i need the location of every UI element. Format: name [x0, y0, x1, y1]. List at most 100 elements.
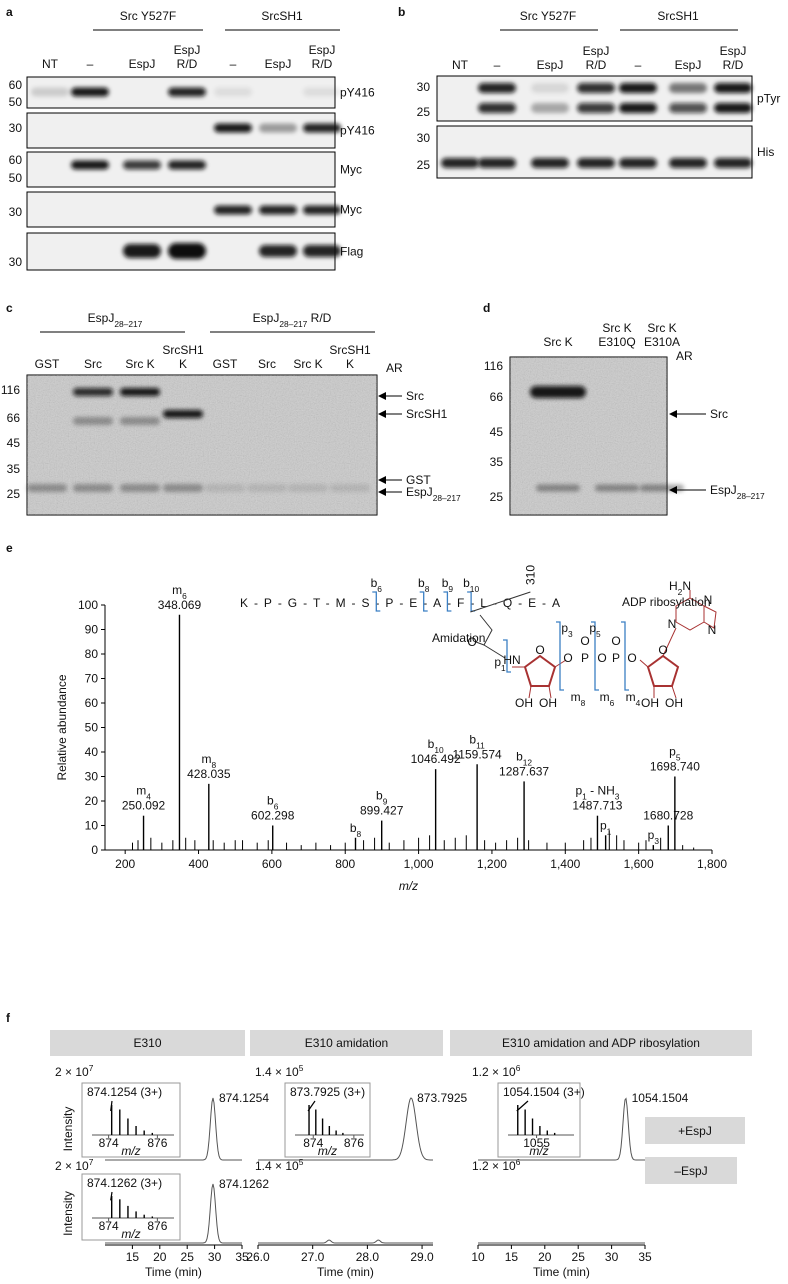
fragment-label: p1 [494, 655, 506, 673]
pointer [307, 1100, 316, 1112]
mw-marker: 45 [7, 436, 21, 450]
ion-label: m8 [201, 752, 216, 770]
x-axis-label: Time (min) [317, 1265, 374, 1279]
amidation-label: Amidation [432, 631, 485, 645]
text-part: 6 [516, 1063, 521, 1073]
band [536, 484, 580, 492]
band [259, 205, 297, 215]
text-part: Src [406, 389, 424, 403]
bond [479, 614, 506, 659]
band [123, 244, 161, 258]
text-part: p [600, 818, 607, 832]
text-part: 9 [448, 584, 453, 594]
group-label: SrcSH1 [657, 9, 699, 23]
ion-label: m4 [136, 784, 151, 802]
mw-marker: 25 [490, 490, 504, 504]
panel-label: e [6, 541, 13, 555]
ion-label: m6 [172, 583, 187, 601]
scale-label: 1.4 × 105 [255, 1157, 304, 1173]
inset-title: 874.1262 (3+) [87, 1176, 162, 1190]
panel-label: a [6, 5, 13, 19]
text-part: SrcSH1 [406, 407, 448, 421]
pointer [110, 1100, 113, 1112]
x-tick-label: 26.0 [246, 1250, 270, 1264]
x-tick-label: 25 [572, 1250, 586, 1264]
text-part: 11 [476, 740, 485, 750]
blot-label: pY416 [340, 124, 375, 138]
band [168, 243, 206, 259]
inset-title: 1054.1504 (3+) [503, 1085, 585, 1099]
scale-label: 1.4 × 105 [255, 1063, 304, 1079]
x-tick-label: 1,800 [697, 857, 727, 871]
text-part: EspJ [88, 311, 115, 325]
condition-label: +EspJ [678, 1124, 712, 1138]
fragment-label: p3 [561, 621, 573, 639]
lane-label: GST [35, 357, 60, 371]
mw-marker: 116 [484, 359, 503, 373]
group-label: SrcSH1 [261, 9, 303, 23]
ion-label: p1 - NH3 [575, 784, 619, 802]
text-part: m [571, 690, 581, 704]
text-part: m [626, 690, 636, 704]
scale-label: 2 × 107 [55, 1157, 94, 1173]
mw-marker: 45 [490, 425, 504, 439]
text-part: 28–217 [279, 319, 307, 329]
text-part: 10 [434, 745, 444, 755]
band [530, 386, 586, 398]
lane-label: EspJ [537, 58, 564, 72]
text-part: 1.4 × 10 [255, 1065, 299, 1079]
band [214, 205, 252, 215]
scale-label: 2 × 107 [55, 1063, 94, 1079]
text-part: 2 × 10 [55, 1159, 89, 1173]
y-axis-label: Intensity [61, 1107, 75, 1152]
group-label: Src Y527F [520, 9, 576, 23]
text-part: b [350, 821, 357, 835]
bond [470, 591, 531, 613]
band [531, 158, 569, 168]
inset-axis-label: m/z [121, 1144, 140, 1158]
group-label: Src Y527F [120, 9, 176, 23]
ribose [646, 654, 680, 687]
band [531, 83, 569, 93]
text-part: 6 [182, 591, 187, 601]
lane-label: EspJ [583, 44, 610, 58]
ar-label: AR [386, 361, 403, 375]
ion-label: b6 [267, 794, 279, 812]
band [259, 245, 297, 257]
header-box [450, 1030, 752, 1056]
x-tick-label: 30 [605, 1250, 619, 1264]
band [619, 83, 657, 93]
mw-marker: 25 [417, 105, 431, 119]
lane-label: SrcSH1 [162, 343, 204, 357]
text-part: 7 [89, 1157, 94, 1167]
header-box [50, 1030, 245, 1056]
y-tick-label: 50 [85, 721, 99, 735]
lane-label: Src [258, 357, 276, 371]
lane-label: R/D [177, 57, 198, 71]
band [303, 87, 341, 97]
text-part: b [376, 789, 383, 803]
text-part: 5 [299, 1157, 304, 1167]
text-part: p [561, 621, 568, 635]
lane-label: – [494, 58, 501, 72]
peak-label: 874.1262 [219, 1177, 269, 1191]
b-ion-label: b8 [418, 576, 430, 594]
mw-marker: 116 [1, 383, 20, 397]
lane-label: Src K [602, 321, 631, 335]
mw-marker: 30 [9, 255, 23, 269]
inset-box [284, 1082, 371, 1158]
chem-label: O [611, 634, 620, 648]
band [478, 83, 516, 93]
panel-label: f [6, 1011, 11, 1025]
text-part: EspJ [406, 485, 433, 499]
text-part: 9 [383, 797, 388, 807]
inset-title: 873.7925 (3+) [290, 1085, 365, 1099]
inset-tick-label: 876 [344, 1136, 364, 1150]
mz-label: 1159.574 [453, 747, 502, 761]
scale-label: 1.2 × 106 [472, 1157, 521, 1173]
blot [436, 75, 753, 122]
trace [258, 1097, 433, 1161]
lane-label: EspJ [265, 57, 292, 71]
chem-label: O [535, 643, 544, 657]
